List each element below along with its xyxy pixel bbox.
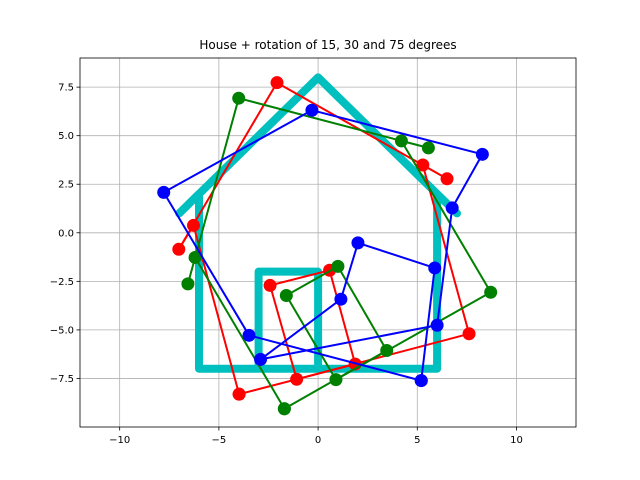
data-point	[416, 158, 430, 172]
data-point	[440, 172, 454, 186]
chart-title: House + rotation of 15, 30 and 75 degree…	[199, 38, 456, 52]
axes-frame	[79, 57, 577, 428]
data-point	[181, 277, 195, 291]
data-point	[329, 373, 343, 387]
x-tick-label: 0	[315, 435, 321, 446]
data-point	[484, 285, 498, 299]
y-tick-label: 0.0	[58, 228, 74, 239]
series-line	[175, 73, 461, 373]
series-4	[157, 103, 489, 388]
x-tick-label: 10	[510, 435, 523, 446]
data-point	[394, 134, 408, 148]
data-point	[254, 352, 268, 366]
data-point	[475, 147, 489, 161]
x-tick-label: −10	[109, 435, 130, 446]
y-tick-label: 2.5	[58, 180, 74, 191]
data-point	[242, 328, 256, 342]
axis-ticks: −10 −5 0 5 10 −7.5 −5.0 −2.5 0.0 2.5 5.0 7.5	[50, 83, 523, 446]
data-point	[428, 261, 442, 275]
data-point	[331, 259, 345, 273]
y-tick-label: −7.5	[50, 374, 74, 385]
data-point	[157, 185, 171, 199]
data-point	[334, 292, 348, 306]
series-line	[162, 109, 484, 382]
y-tick-label: 5.0	[58, 131, 74, 142]
data-point	[430, 318, 444, 332]
data-point	[186, 218, 200, 232]
data-point	[232, 387, 246, 401]
data-point	[172, 242, 186, 256]
data-point	[263, 278, 277, 292]
data-point	[445, 201, 459, 215]
y-tick-label: −5.0	[50, 325, 74, 336]
data-point	[270, 76, 284, 90]
data-point	[290, 372, 304, 386]
y-tick-label: −2.5	[50, 277, 74, 288]
data-point	[232, 91, 246, 105]
y-tick-label: 7.5	[58, 83, 74, 94]
data-point	[305, 103, 319, 117]
plot-area	[157, 73, 498, 416]
series-1	[175, 73, 461, 373]
data-point	[380, 343, 394, 357]
data-point	[421, 141, 435, 155]
data-point	[351, 236, 365, 250]
x-tick-label: 5	[414, 435, 420, 446]
data-point	[414, 374, 428, 388]
data-point	[188, 250, 202, 264]
data-point	[279, 289, 293, 303]
data-point	[277, 402, 291, 416]
data-point	[462, 327, 476, 341]
x-tick-label: −5	[212, 435, 227, 446]
